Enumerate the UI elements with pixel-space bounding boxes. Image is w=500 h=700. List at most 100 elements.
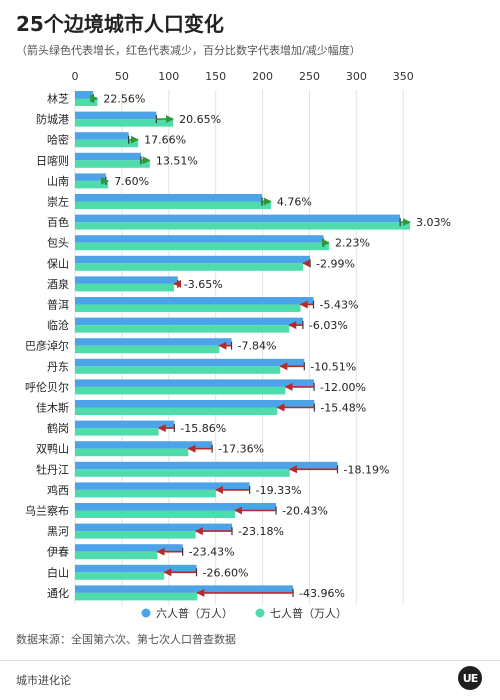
change-percent-label: -23.18% [238,525,284,538]
bar-row: 呼伦贝尔 -12.00% [25,379,366,395]
bar-six-census [75,420,175,429]
change-percent-label: 2.23% [335,237,370,250]
bar-seven-census [75,469,290,477]
bar-six-census [75,379,315,387]
change-percent-label: 7.60% [114,175,149,188]
bar-seven-census [75,263,303,271]
bar-row: 丹东 -10.51% [47,358,356,374]
bar-row: 防城港 20.65% [36,111,221,127]
category-label: 伊春 [47,546,69,559]
bar-six-census [75,194,263,202]
bar-seven-census [75,551,158,560]
chart-title: 25个边境城市人口变化 [16,12,224,36]
category-label: 防城港 [36,112,69,126]
bar-row: 牡丹江 -18.19% [36,461,389,477]
category-label: 普洱 [47,298,69,312]
bar-six-census [75,585,294,593]
bar-six-census [75,358,305,367]
change-percent-label: -6.03% [309,319,348,332]
x-tick-label: 50 [115,70,129,83]
category-label: 鹤岗 [47,421,69,435]
legend: 六人普（万人） 七人普（万人） [141,606,347,620]
bar-row: 保山 -2.99% [47,255,355,271]
category-label: 崇左 [47,196,69,209]
change-percent-label: -3.65% [184,278,223,291]
change-percent-label: -19.33% [256,484,302,497]
bar-seven-census [75,304,301,312]
bar-row: 伊春 -23.43% [47,544,235,560]
category-label: 乌兰察布 [25,504,69,518]
footer-brand: 城市进化论 [16,674,71,687]
bar-seven-census [75,201,271,209]
category-label: 鸡西 [47,483,69,497]
legend-label-seven: 七人普（万人） [270,606,347,620]
bar-six-census [75,523,232,532]
bar-six-census [75,297,314,305]
bar-row: 崇左 4.76% [47,194,312,209]
category-label: 酒泉 [47,277,69,291]
bar-seven-census [75,345,220,354]
change-percent-label: 4.76% [277,196,312,209]
category-label: 通化 [47,586,69,600]
change-percent-label: -7.84% [238,340,277,353]
change-percent-label: 20.65% [179,113,221,126]
category-label: 哈密 [47,133,69,147]
bar-row: 普洱 -5.43% [47,297,358,312]
bar-seven-census [75,531,196,539]
category-label: 日喀则 [36,154,69,167]
bar-six-census [75,255,311,264]
bar-seven-census [75,592,198,601]
change-percent-label: 22.56% [103,93,145,106]
bar-six-census [75,482,250,490]
bar-six-census [75,503,277,511]
bar-chart: 0 50 100 150 200 250 300 350 林芝 22.56% 防城港 20.65% 哈… [25,70,451,620]
change-percent-label: -15.48% [320,402,366,415]
bar-six-census [75,214,401,223]
bar-seven-census [75,428,159,436]
bar-six-census [75,441,213,449]
category-label: 白山 [47,565,69,579]
category-label: 呼伦贝尔 [25,380,69,394]
bar-row: 鹤岗 -15.86% [47,420,226,436]
bar-row: 百色 3.03% [47,214,451,230]
x-tick-label: 250 [299,70,320,83]
legend-label-six: 六人普（万人） [156,606,233,620]
bar-row: 白山 -26.60% [47,564,249,580]
bar-row: 包头 2.23% [47,235,370,251]
category-label: 保山 [47,256,69,270]
category-label: 牡丹江 [36,462,69,476]
bar-row: 双鸭山 -17.36% [36,441,264,457]
bar-row: 哈密 17.66% [47,132,186,148]
bar-seven-census [75,160,150,168]
category-label: 临沧 [47,318,69,332]
bar-six-census [75,317,303,326]
change-percent-label: -43.96% [299,587,345,600]
bar-six-census [75,564,197,573]
category-label: 双鸭山 [36,443,69,456]
bar-six-census [75,235,324,243]
change-percent-label: -12.00% [320,381,366,394]
change-percent-label: -26.60% [203,566,249,579]
category-label: 百色 [47,215,69,229]
change-percent-label: 17.66% [144,134,186,147]
bar-seven-census [75,119,174,127]
change-percent-label: -10.51% [310,360,356,373]
change-percent-label: 3.03% [416,216,451,229]
bar-seven-census [75,489,216,498]
change-percent-label: -5.43% [319,299,358,312]
bar-seven-census [75,180,109,189]
bar-seven-census [75,448,189,457]
bar-row: 佳木斯 -15.48% [36,400,366,415]
bar-six-census [75,400,315,408]
x-tick-label: 150 [205,70,226,83]
legend-marker-six [141,608,151,618]
bar-six-census [75,461,338,470]
chart-subtitle: （箭头绿色代表增长，红色代表减少，百分比数字代表增加/减少幅度） [16,44,361,57]
bar-seven-census [75,242,330,251]
x-axis-ticks: 0 50 100 150 200 250 300 350 [72,70,414,83]
bar-row: 临沧 -6.03% [47,317,348,333]
category-label: 林芝 [47,92,69,106]
bar-six-census [75,91,94,99]
change-percent-label: -17.36% [218,443,264,456]
footer-divider [0,660,500,661]
